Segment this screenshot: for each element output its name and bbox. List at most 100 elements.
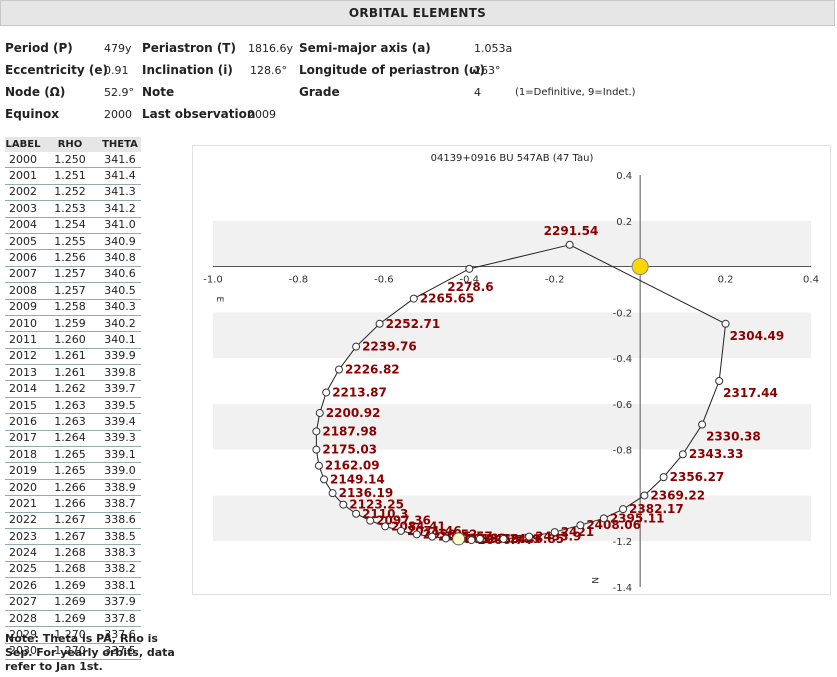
cell-rho: 1.269 bbox=[41, 594, 99, 611]
cell-theta: 339.5 bbox=[99, 397, 141, 415]
cell-theta: 337.8 bbox=[99, 610, 141, 628]
table-row: 2009 1.258 340.3 bbox=[5, 299, 141, 316]
y-tick-label: -0.2 bbox=[613, 308, 633, 319]
orbit-point bbox=[312, 445, 321, 454]
table-row: 2007 1.257 340.6 bbox=[5, 266, 141, 284]
cell-label: 2020 bbox=[5, 479, 41, 497]
epoch-label: 2446.85 bbox=[509, 532, 564, 546]
cell-theta: 339.0 bbox=[99, 462, 141, 480]
cell-rho: 1.270 bbox=[41, 643, 99, 661]
orbit-point bbox=[320, 475, 329, 484]
y-tick-label: -1.2 bbox=[613, 537, 633, 548]
cell-label: 2010 bbox=[5, 315, 41, 333]
cell-label: 2024 bbox=[5, 544, 41, 562]
cell-label: 2030 bbox=[5, 643, 41, 661]
epoch-label: 2395.11 bbox=[610, 511, 665, 525]
cell-rho: 1.263 bbox=[41, 397, 99, 415]
footer-note: Note: Theta is PA, Rho is Sep. For yearl… bbox=[5, 632, 175, 673]
period-value: 479y bbox=[104, 42, 132, 55]
epoch-label: 2421 bbox=[561, 525, 594, 539]
cell-theta: 338.9 bbox=[99, 479, 141, 497]
cell-theta: 340.8 bbox=[99, 249, 141, 267]
cell-label: 2006 bbox=[5, 249, 41, 267]
orbit-point bbox=[366, 516, 375, 525]
cell-theta: 341.4 bbox=[99, 167, 141, 185]
orbit-point bbox=[565, 240, 574, 249]
cell-rho: 1.263 bbox=[41, 413, 99, 431]
node-value: 52.9° bbox=[104, 86, 134, 99]
cell-theta: 340.6 bbox=[99, 266, 141, 284]
cell-rho: 1.268 bbox=[41, 561, 99, 579]
cell-theta: 340.5 bbox=[99, 282, 141, 300]
epoch-label: 2136.19 bbox=[339, 486, 394, 500]
orbit-point bbox=[339, 500, 348, 509]
epoch-label: 2239.76 bbox=[362, 340, 417, 354]
orbit-point bbox=[409, 294, 418, 303]
cell-label: 2007 bbox=[5, 266, 41, 284]
cell-theta: 338.6 bbox=[99, 512, 141, 529]
last-observation-label: Last observation bbox=[142, 107, 256, 121]
orbit-point bbox=[576, 521, 585, 530]
orbit-point bbox=[381, 522, 390, 531]
x-tick-label: -1.0 bbox=[203, 275, 223, 286]
orbit-point bbox=[550, 528, 559, 537]
table-row: 2008 1.257 340.5 bbox=[5, 282, 141, 300]
cell-label: 2012 bbox=[5, 348, 41, 366]
cell-theta: 338.5 bbox=[99, 528, 141, 546]
y-tick-label: -1.4 bbox=[613, 583, 633, 594]
cell-label: 2029 bbox=[5, 626, 41, 644]
cell-label: 2001 bbox=[5, 167, 41, 185]
cell-label: 2022 bbox=[5, 512, 41, 529]
cell-rho: 1.257 bbox=[41, 266, 99, 284]
table-header-row: LABEL RHO THETA bbox=[5, 137, 141, 152]
cell-label: 2009 bbox=[5, 299, 41, 316]
epoch-label: 2226.82 bbox=[345, 363, 400, 377]
epoch-label: 2343.33 bbox=[689, 447, 744, 461]
current-position-marker bbox=[452, 532, 466, 546]
cell-rho: 1.264 bbox=[41, 430, 99, 448]
cell-theta: 339.3 bbox=[99, 430, 141, 448]
cell-label: 2026 bbox=[5, 577, 41, 595]
orbit-point bbox=[721, 319, 730, 328]
orbital-elements-title: ORBITAL ELEMENTS bbox=[0, 0, 835, 26]
epoch-label: 2123.25 bbox=[349, 498, 404, 512]
cell-theta: 338.1 bbox=[99, 577, 141, 595]
x-tick-label: -0.2 bbox=[545, 275, 565, 286]
orbit-point bbox=[698, 420, 707, 429]
cell-label: 2015 bbox=[5, 397, 41, 415]
longitude-periastron-value: 263° bbox=[474, 64, 501, 77]
epoch-label: 2175.03 bbox=[322, 443, 377, 457]
epoch-label: 2162.09 bbox=[325, 459, 380, 473]
equinox-label: Equinox bbox=[5, 107, 59, 121]
orbit-point bbox=[335, 365, 344, 374]
epoch-label: 2097.36 bbox=[376, 514, 431, 528]
equinox-value: 2000 bbox=[104, 108, 132, 121]
orbit-point bbox=[328, 489, 337, 498]
orbit-point bbox=[396, 526, 405, 535]
orbit-point bbox=[619, 505, 628, 514]
x-tick-label: -0.4 bbox=[460, 275, 480, 286]
epoch-label: 2433.9 bbox=[535, 530, 581, 544]
cell-theta: 339.9 bbox=[99, 348, 141, 366]
table-row: 2028 1.269 337.8 bbox=[5, 610, 141, 628]
cell-rho: 1.269 bbox=[41, 577, 99, 595]
table-row: 2002 1.252 341.3 bbox=[5, 184, 141, 202]
table-row: 2003 1.253 341.2 bbox=[5, 200, 141, 218]
cell-label: 2005 bbox=[5, 233, 41, 251]
cell-theta: 337.6 bbox=[99, 626, 141, 644]
orbit-point bbox=[441, 534, 450, 543]
epoch-label: 2187.98 bbox=[322, 424, 377, 438]
table-row: 2019 1.265 339.0 bbox=[5, 462, 141, 480]
ephemeris-table: LABEL RHO THETA 2000 1.250 341.6 2001 1.251 3… bbox=[5, 137, 141, 661]
longitude-periastron-label: Longitude of periastron (ω) bbox=[299, 63, 485, 77]
inclination-label: Inclination (i) bbox=[142, 63, 233, 77]
y-tick-label: -0.4 bbox=[613, 354, 633, 365]
cell-rho: 1.253 bbox=[41, 200, 99, 218]
orbit-point bbox=[315, 409, 324, 418]
orbit-point bbox=[475, 534, 484, 543]
cell-theta: 339.1 bbox=[99, 446, 141, 464]
cell-rho: 1.266 bbox=[41, 495, 99, 513]
grid-band bbox=[213, 403, 811, 450]
grid-band bbox=[213, 312, 811, 359]
cell-rho: 1.262 bbox=[41, 380, 99, 398]
